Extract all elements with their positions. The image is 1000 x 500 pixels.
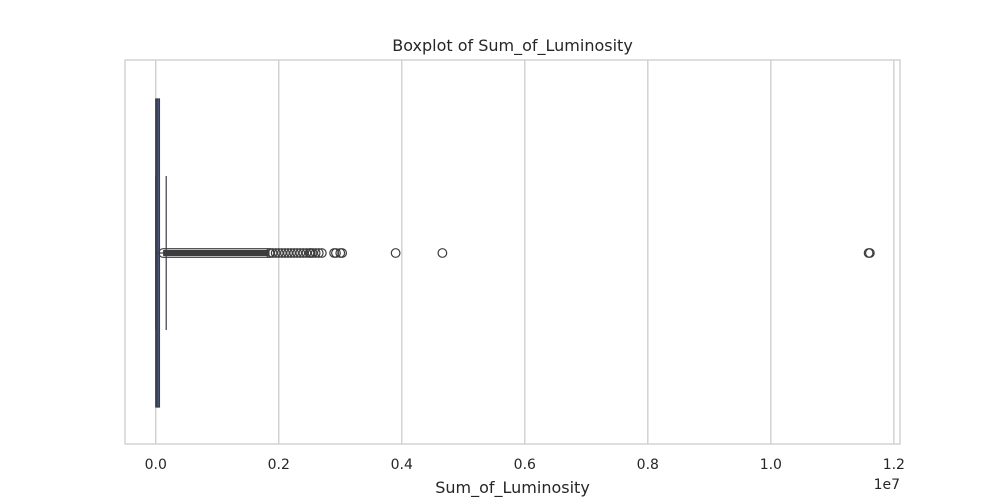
- outlier-point: [292, 248, 303, 258]
- x-tick-label: 0.6: [514, 457, 536, 473]
- x-tick-label: 1.0: [760, 457, 782, 473]
- outlier-points: [158, 248, 875, 258]
- grid-lines: [155, 60, 895, 444]
- outlier-point: [267, 248, 278, 258]
- outlier-point: [307, 248, 318, 258]
- chart-title: Boxplot of Sum_of_Luminosity: [392, 36, 633, 56]
- outlier-dense-band: [158, 248, 275, 258]
- outlier-point: [273, 248, 284, 258]
- outlier-point: [286, 248, 296, 258]
- outlier-point: [295, 248, 306, 258]
- x-tick-label: 0.8: [637, 457, 659, 473]
- outlier-point: [390, 248, 401, 258]
- outlier-point: [283, 248, 293, 258]
- x-tick-label: 1.2: [883, 457, 905, 473]
- outlier-point: [313, 248, 324, 258]
- x-tick-label: 0.2: [268, 457, 290, 473]
- outlier-point: [298, 248, 309, 258]
- x-tick-labels: 0.0 0.2 0.4 0.6 0.8 1.0 1.2: [145, 457, 905, 473]
- x-axis-label: Sum_of_Luminosity: [435, 478, 590, 498]
- outlier-point: [270, 248, 281, 258]
- plot-frame: [124, 59, 901, 445]
- outlier-point: [289, 248, 300, 258]
- outlier-point: [337, 248, 348, 258]
- outlier-point: [280, 248, 290, 258]
- outlier-point: [437, 248, 448, 258]
- box-iqr: [155, 98, 161, 408]
- outlier-point: [301, 248, 312, 258]
- outlier-point: [310, 248, 321, 258]
- x-axis-scale-label: 1e7: [874, 477, 900, 493]
- outlier-dense-band-fill: [163, 249, 270, 257]
- outlier-point: [276, 248, 287, 258]
- x-tick-label: 0.0: [145, 457, 167, 473]
- outlier-point: [316, 248, 327, 258]
- outlier-point: [331, 248, 341, 258]
- outlier-point: [864, 248, 875, 258]
- x-tick-label: 0.4: [391, 457, 413, 473]
